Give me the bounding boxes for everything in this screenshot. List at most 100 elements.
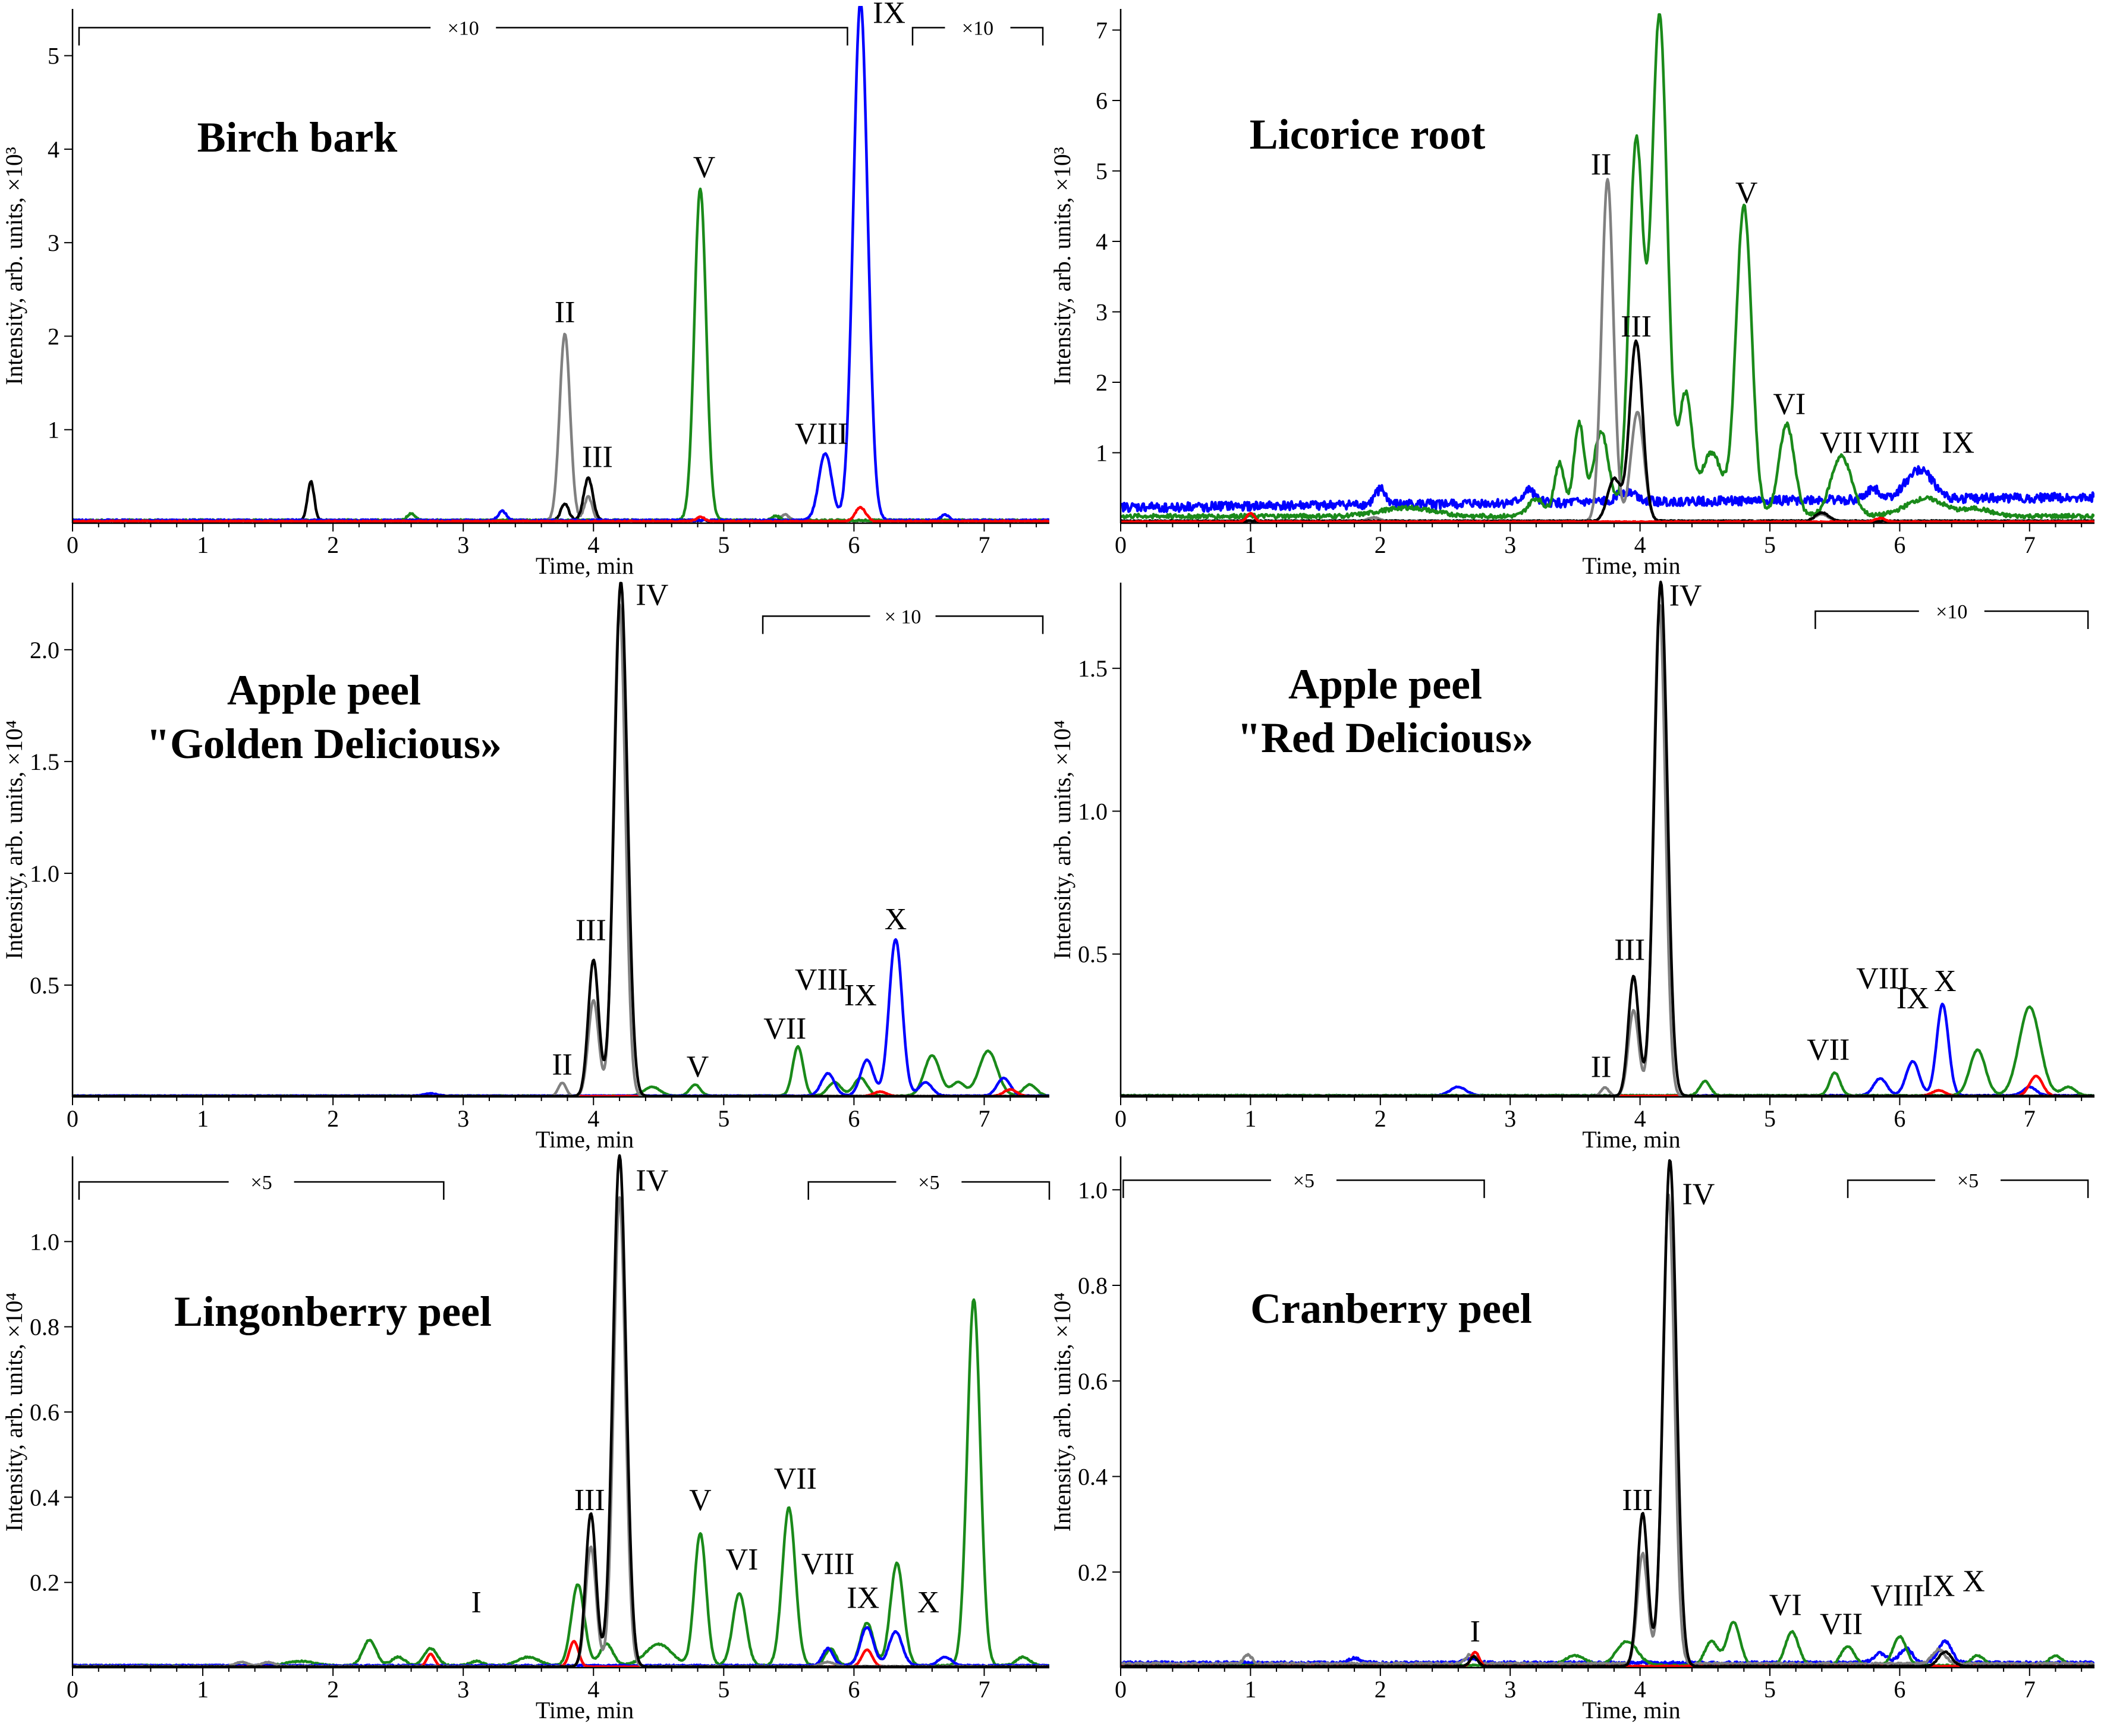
scale-bracket-label: ×5 bbox=[1957, 1170, 1979, 1192]
peak-label: IX bbox=[1922, 1569, 1955, 1603]
peak-label: V bbox=[687, 1050, 709, 1084]
series-group bbox=[73, 581, 1049, 1097]
peak-label: VIII bbox=[801, 1547, 855, 1581]
x-tick-label: 3 bbox=[1504, 1676, 1516, 1703]
series-line-5 bbox=[1121, 512, 2094, 523]
peak-label: X bbox=[885, 902, 907, 936]
y-tick-label: 1.5 bbox=[1078, 655, 1108, 682]
x-tick-label: 4 bbox=[587, 1105, 599, 1132]
scale-bracket: ×5 bbox=[78, 1172, 445, 1200]
series-group bbox=[1121, 1159, 2094, 1668]
series-group bbox=[1121, 13, 2094, 523]
series-group bbox=[1121, 580, 2094, 1097]
x-tick-label: 6 bbox=[848, 1676, 860, 1703]
series-line-1 bbox=[73, 1298, 1049, 1668]
peak-label: VI bbox=[1769, 1589, 1802, 1622]
peak-label: V bbox=[1735, 176, 1758, 210]
chart-title: Apple peel "Golden Delicious» bbox=[146, 666, 502, 768]
peak-label: I bbox=[1470, 1615, 1480, 1649]
series-group bbox=[73, 1154, 1049, 1668]
y-tick-label: 1 bbox=[1096, 440, 1108, 467]
x-tick-label: 7 bbox=[978, 532, 990, 558]
x-axis-label: Time, min bbox=[1582, 1697, 1680, 1724]
x-tick-label: 3 bbox=[1504, 1105, 1516, 1132]
peak-label: IV bbox=[1682, 1177, 1715, 1211]
x-tick-label: 6 bbox=[848, 1105, 860, 1132]
series-line-5 bbox=[73, 505, 1049, 523]
x-tick-label: 3 bbox=[457, 1105, 469, 1132]
series-line-3 bbox=[1121, 1193, 2094, 1666]
y-axis-label: Intensity, arb. units, ×10⁴ bbox=[1049, 1292, 1075, 1532]
peak-label: VIII bbox=[1870, 1579, 1924, 1613]
x-tick-label: 2 bbox=[1375, 1105, 1386, 1132]
y-axis-label: Intensity, arb. units, ×10³ bbox=[1049, 147, 1075, 385]
y-axis-label: Intensity, arb. units, ×10⁴ bbox=[1, 720, 27, 960]
chart-panel-5: 0 1 2 3 4 5 6 7 0.2 0.4 0.6 0.8 1.0 Time, min Intensit… bbox=[1, 1154, 1051, 1724]
peak-label: V bbox=[689, 1483, 712, 1517]
peak-label: II bbox=[555, 295, 575, 329]
x-tick-label: 1 bbox=[1244, 1676, 1256, 1703]
y-axis-label: Intensity, arb. units, ×10³ bbox=[1, 147, 27, 385]
series-line-3 bbox=[1121, 178, 2094, 523]
y-tick-label: 0.6 bbox=[1078, 1368, 1108, 1395]
peak-label: III bbox=[1622, 1483, 1653, 1517]
x-tick-label: 0 bbox=[67, 532, 78, 558]
x-axis-label: Time, min bbox=[1582, 1126, 1680, 1153]
scale-bracket-label: ×10 bbox=[1936, 601, 1967, 623]
scale-bracket: ×5 bbox=[807, 1172, 1051, 1200]
scale-bracket-label: ×10 bbox=[962, 17, 993, 39]
scale-bracket: ×5 bbox=[1847, 1170, 2089, 1199]
peak-label: VII bbox=[1807, 1033, 1850, 1067]
x-tick-label: 7 bbox=[2024, 532, 2036, 558]
y-tick-label: 0.4 bbox=[30, 1484, 59, 1511]
chart-panel-4: 0 1 2 3 4 5 6 7 0.5 1.0 1.5 Time, min Intensity, arb… bbox=[1049, 578, 2094, 1153]
scale-bracket-label: ×5 bbox=[251, 1172, 272, 1194]
x-tick-label: 0 bbox=[1115, 532, 1127, 558]
peak-label: III bbox=[575, 914, 606, 948]
scale-bracket: ×10 bbox=[911, 17, 1044, 46]
series-group bbox=[73, 6, 1049, 523]
series-line-1 bbox=[1121, 465, 2094, 514]
x-tick-label: 4 bbox=[1634, 1105, 1646, 1132]
peak-label: VII bbox=[1820, 426, 1863, 460]
series-line-4 bbox=[1121, 603, 2094, 1097]
x-tick-label: 6 bbox=[1894, 532, 1905, 558]
x-tick-label: 1 bbox=[197, 1105, 209, 1132]
x-tick-label: 3 bbox=[457, 1676, 469, 1703]
chart-panel-6: 0 1 2 3 4 5 6 7 0.2 0.4 0.6 0.8 1.0 Time, min Intensit… bbox=[1049, 1156, 2094, 1724]
x-tick-label: 1 bbox=[197, 1676, 209, 1703]
scale-bracket-label: ×5 bbox=[1293, 1170, 1314, 1192]
series-line-2 bbox=[73, 476, 1049, 523]
x-tick-label: 1 bbox=[1244, 532, 1256, 558]
x-axis-label: Time, min bbox=[536, 1126, 634, 1153]
x-tick-label: 5 bbox=[1764, 532, 1776, 558]
chart-title: Cranberry peel bbox=[1250, 1285, 1532, 1332]
peak-label: IX bbox=[1942, 426, 1974, 460]
y-tick-label: 0.8 bbox=[1078, 1272, 1108, 1299]
series-line-2 bbox=[1121, 13, 2094, 520]
scale-bracket-label: × 10 bbox=[885, 606, 922, 628]
x-tick-label: 4 bbox=[1634, 532, 1646, 558]
y-axis-label: Intensity, arb. units, ×10⁴ bbox=[1049, 720, 1075, 960]
x-tick-label: 7 bbox=[2024, 1676, 2036, 1703]
peak-label: VII bbox=[774, 1462, 817, 1496]
chart-title: Apple peel "Red Delicious» bbox=[1237, 661, 1533, 762]
x-tick-label: 7 bbox=[978, 1105, 990, 1132]
x-tick-label: 6 bbox=[1894, 1105, 1905, 1132]
peak-label: II bbox=[1591, 1050, 1612, 1084]
chart-title: Lingonberry peel bbox=[174, 1288, 492, 1335]
y-tick-label: 6 bbox=[1096, 87, 1108, 114]
x-tick-label: 5 bbox=[718, 1676, 729, 1703]
y-tick-label: 0.5 bbox=[1078, 941, 1108, 968]
peak-label: X bbox=[917, 1586, 939, 1619]
peak-label: VIII bbox=[1856, 961, 1910, 995]
x-tick-label: 5 bbox=[1764, 1105, 1776, 1132]
x-tick-label: 0 bbox=[1115, 1676, 1127, 1703]
peak-label: III bbox=[574, 1483, 605, 1517]
x-tick-label: 3 bbox=[1504, 532, 1516, 558]
x-tick-label: 2 bbox=[327, 1105, 339, 1132]
y-tick-label: 0.2 bbox=[30, 1570, 59, 1596]
scale-bracket-label: ×5 bbox=[918, 1172, 939, 1194]
x-tick-label: 4 bbox=[587, 532, 599, 558]
